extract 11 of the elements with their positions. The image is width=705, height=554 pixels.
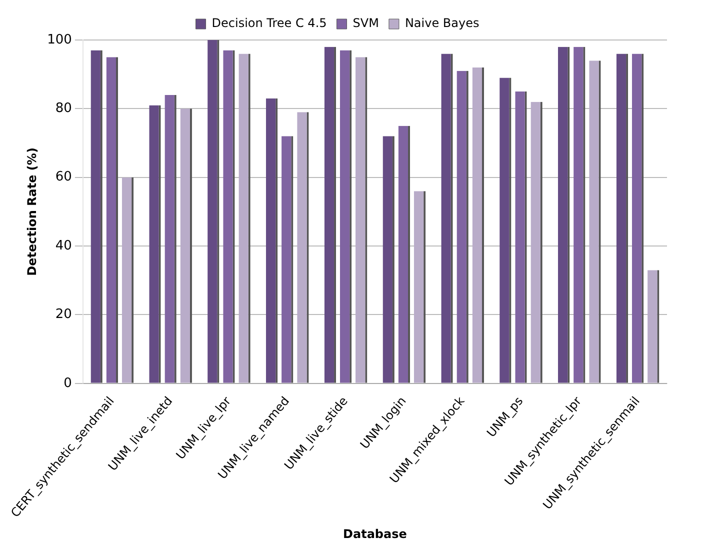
y-tick-label: 40 xyxy=(55,238,72,254)
y-tick-label: 20 xyxy=(55,307,72,322)
y-tick-label: 80 xyxy=(55,101,72,116)
y-tick-label: 60 xyxy=(55,170,72,185)
y-axis-title: Detection Rate (%) xyxy=(25,148,40,276)
y-tick-label: 0 xyxy=(64,376,72,391)
x-axis-title: Database xyxy=(343,526,407,541)
legend-label: Decision Tree C 4.5 xyxy=(212,16,327,30)
y-tick-label: 100 xyxy=(47,32,72,48)
legend-label: Naive Bayes xyxy=(404,16,480,30)
legend-label: SVM xyxy=(352,16,379,30)
